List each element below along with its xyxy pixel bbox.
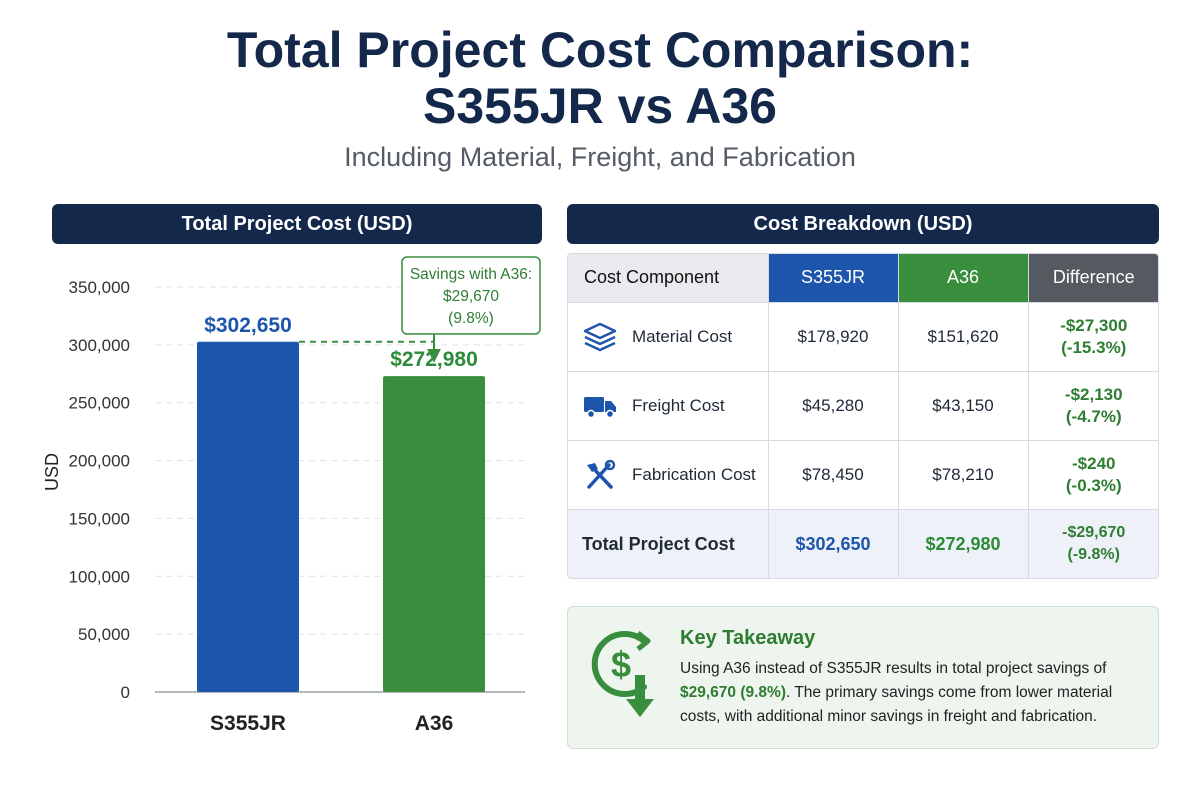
savings-callout [401,256,541,335]
table-row-freight: Freight Cost $45,280 $43,150 -$2,130 (-4… [568,371,1158,441]
y-tick-label: 300,000 [69,336,130,355]
cost-bar-chart: 0 50,000 100,000 150,000 200,000 250,000 300,0… [42,256,541,735]
y-axis-label: USD [42,453,62,491]
page-subtitle: Including Material, Freight, and Fabrica… [344,142,856,172]
y-tick-label: 100,000 [69,567,130,586]
takeaway-text: Using A36 instead of S355JR results in t… [680,657,1150,729]
takeaway-text-after: . The primary savings come from lower ma… [680,684,1113,725]
s355jr-value: $178,920 [768,302,899,372]
total-a36: $272,980 [898,509,1029,578]
difference-percent: (-9.8%) [1067,546,1120,564]
table-header-row: Cost Component S355JR A36 Difference [568,254,1158,303]
page-title: Total Project Cost Comparison: S355JR vs… [0,22,1200,134]
y-tick-label: 200,000 [69,452,130,471]
a36-value: $43,150 [898,371,1029,441]
cost-breakdown-table: Cost Component S355JR A36 Difference Mat… [567,253,1159,579]
a36-value: $78,210 [898,440,1029,511]
difference-value: -$2,130 (-4.7%) [1028,371,1158,441]
bar-value-label: $302,650 [204,314,292,337]
key-takeaway-box: $ Key Takeaway Using A36 instead of S355… [567,606,1159,749]
y-tick-label: 50,000 [78,625,130,644]
total-label: Total Project Cost [568,509,769,578]
chart-panel-title: Total Project Cost (USD) [52,204,542,244]
bar-a36 [383,376,485,692]
table-panel-title: Cost Breakdown (USD) [567,204,1159,244]
takeaway-text-before: Using A36 instead of S355JR results in t… [680,660,1107,677]
difference-percent: (-0.3%) [1065,475,1122,495]
savings-callout-text: Savings with A36: [410,266,532,283]
total-difference: -$29,670 (-9.8%) [1028,509,1158,578]
difference-amount: -$29,670 [1062,524,1126,542]
x-tick-label: S355JR [210,712,286,735]
y-tick-label: 0 [121,683,130,702]
table-row-total: Total Project Cost $302,650 $272,980 -$2… [568,509,1158,578]
x-tick-label: A36 [415,712,454,735]
savings-callout-text: $29,670 [443,288,499,305]
difference-amount: -$2,130 [1064,384,1123,404]
header-difference: Difference [1028,254,1158,303]
header-a36: A36 [898,254,1029,303]
layers-icon [583,322,617,351]
truck-icon [584,396,616,419]
takeaway-highlight: $29,670 (9.8%) [680,684,786,701]
tools-icon [587,459,616,489]
component-label: Freight Cost [632,395,725,415]
difference-value: -$240 (-0.3%) [1028,440,1158,511]
y-tick-label: 350,000 [69,278,130,297]
title-line-1: Total Project Cost Comparison: [226,22,974,78]
y-tick-label: 250,000 [69,394,130,413]
y-tick-label: 150,000 [69,509,130,528]
difference-percent: (-15.3%) [1061,337,1127,357]
a36-value: $151,620 [898,302,1029,372]
s355jr-value: $45,280 [768,371,899,441]
difference-value: -$27,300 (-15.3%) [1028,302,1158,372]
table-row-material: Material Cost $178,920 $151,620 -$27,300… [568,302,1158,372]
savings-callout-text: (9.8%) [448,310,494,327]
title-line-2: S355JR vs A36 [423,78,777,134]
component-label: Material Cost [632,326,733,346]
dollar-down-icon: $ [591,631,654,717]
table-row-fabrication: Fabrication Cost $78,450 $78,210 -$240 (… [568,440,1158,511]
component-label: Fabrication Cost [632,464,756,484]
s355jr-value: $78,450 [768,440,899,511]
total-s355jr: $302,650 [768,509,899,578]
header-s355jr: S355JR [768,254,899,303]
bar-s355jr [197,341,299,692]
takeaway-title: Key Takeaway [680,627,816,649]
difference-percent: (-4.7%) [1065,406,1122,426]
svg-text:$: $ [611,644,631,685]
header-cost-component: Cost Component [568,254,769,303]
difference-amount: -$27,300 [1060,315,1128,335]
difference-amount: -$240 [1072,453,1116,473]
